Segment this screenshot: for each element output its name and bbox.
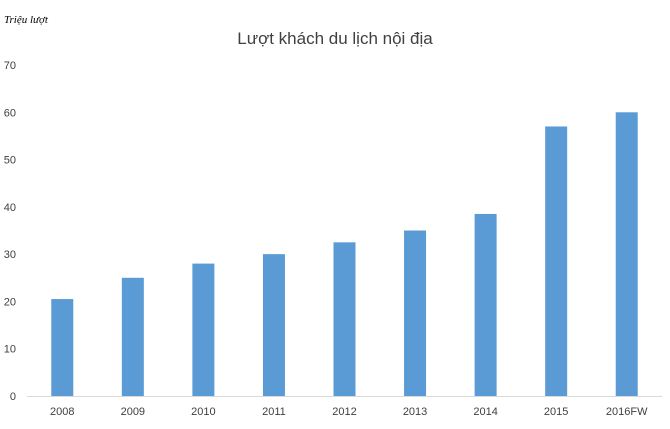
bar-2016FW [615,112,638,397]
x-tick-label: 2009 [121,406,145,418]
bar-2009 [121,277,144,396]
bar-2015 [545,126,568,396]
bar-2010 [192,263,215,396]
x-axis-ticks: 2008 2009 2010 2011 2012 2013 2014 2015 2016FW [50,406,648,418]
bar-2011 [262,254,285,396]
x-tick-label: 2008 [50,406,74,418]
bar-2013 [404,230,427,396]
x-tick-label: 2015 [544,406,568,418]
x-tick-label: 2011 [262,406,286,418]
bar-2008 [51,299,74,396]
y-tick-label: 60 [4,107,16,119]
y-tick-label: 70 [4,60,16,72]
x-tick-label: 2014 [473,406,497,418]
bar-2014 [474,213,497,396]
y-axis-ticks: 0 10 20 30 40 50 60 70 [4,60,16,403]
y-tick-label: 40 [4,202,16,214]
y-tick-label: 0 [10,391,16,403]
y-tick-label: 10 [4,344,16,356]
x-tick-label: 2013 [403,406,427,418]
y-tick-label: 20 [4,296,16,308]
x-tick-label: 2012 [332,406,356,418]
bar-2012 [333,242,356,396]
chart-title: Lượt khách du lịch nội địa [237,29,433,48]
y-tick-label: 50 [4,155,16,167]
y-axis-label: Triệu lượt [4,14,49,26]
x-tick-label: 2010 [191,406,215,418]
y-tick-label: 30 [4,249,16,261]
bars [51,112,638,397]
x-tick-label: 2016FW [606,406,648,418]
